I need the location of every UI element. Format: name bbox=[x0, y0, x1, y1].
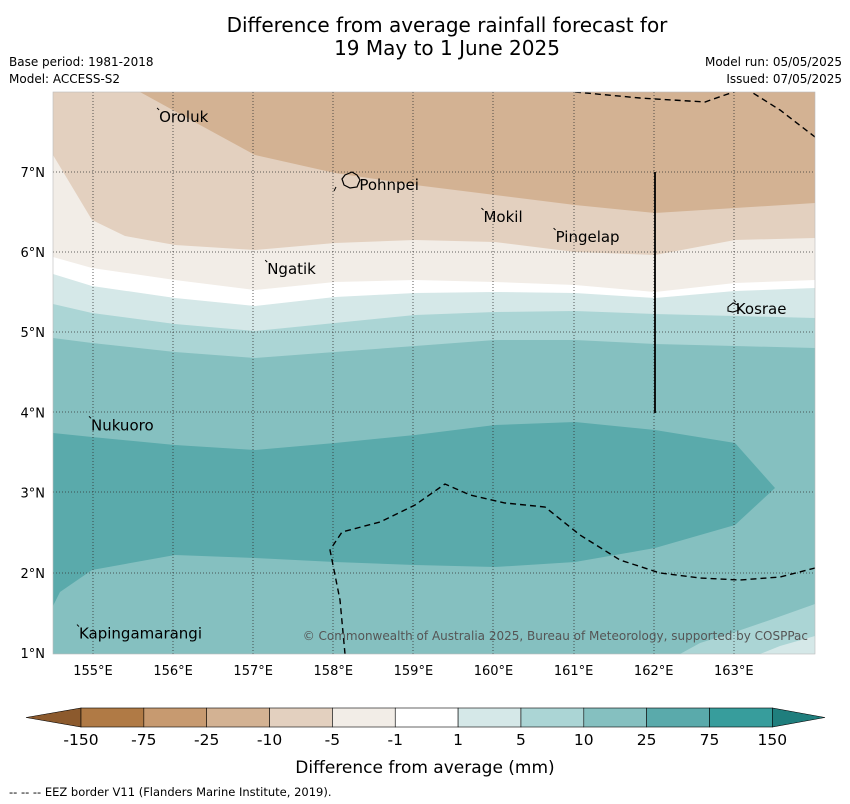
colorbar-tick-label: 1 bbox=[453, 731, 463, 749]
colorbar-segment bbox=[394, 707, 459, 728]
colorbar-tick-label: -150 bbox=[63, 731, 98, 749]
colorbar-segment bbox=[709, 707, 773, 728]
colorbar-tick-label: 10 bbox=[574, 731, 594, 749]
place-marker bbox=[553, 227, 556, 231]
lat-tick-label: 2°N bbox=[21, 567, 46, 582]
colorbar-segment bbox=[80, 707, 145, 728]
place-label: Pohnpei bbox=[359, 176, 419, 194]
pohnpei-islet bbox=[333, 186, 337, 192]
map-area: Oroluk Pohnpei Mokil Pingelap Ngatik Kosrae Nu… bbox=[53, 92, 815, 654]
colorbar: -150 -75 -25 -10 -5 -1 1 5 10 25 75 150 bbox=[25, 707, 826, 749]
colorbar-segment bbox=[520, 707, 585, 728]
colorbar-segment bbox=[143, 707, 208, 728]
base-period: Base period: 1981-2018 bbox=[9, 55, 154, 69]
title-line-2: 19 May to 1 June 2025 bbox=[334, 36, 560, 60]
place-marker bbox=[733, 299, 737, 303]
colorbar-segment bbox=[583, 707, 647, 728]
colorbar-tick-label: -5 bbox=[325, 731, 340, 749]
lat-tick-label: 6°N bbox=[21, 246, 46, 261]
place-label: Oroluk bbox=[159, 108, 208, 126]
colorbar-tick-label: -1 bbox=[388, 731, 403, 749]
model-run: Model run: 05/05/2025 bbox=[704, 55, 842, 69]
lat-tick-label: 1°N bbox=[21, 647, 46, 662]
lat-tick-label: 5°N bbox=[21, 326, 46, 341]
place-label: Kosrae bbox=[736, 300, 787, 318]
pohnpei-island bbox=[341, 171, 361, 189]
place-label: Ngatik bbox=[267, 260, 316, 278]
band-brown-mid bbox=[140, 92, 815, 213]
lon-tick-label: 162°E bbox=[634, 664, 674, 679]
colorbar-tick-label: 75 bbox=[700, 731, 720, 749]
place-labels: Oroluk Pohnpei Mokil Pingelap Ngatik Kosrae Nu… bbox=[76, 107, 787, 643]
place-marker bbox=[88, 415, 92, 419]
place-marker bbox=[156, 107, 160, 111]
place-label: Pingelap bbox=[556, 228, 620, 246]
colorbar-segment bbox=[332, 707, 396, 728]
colorbar-tick-label: 25 bbox=[637, 731, 657, 749]
colorbar-extend-right bbox=[772, 707, 826, 728]
kosrae-island bbox=[727, 302, 740, 313]
colorbar-tick-label: 150 bbox=[758, 731, 788, 749]
lat-ticks: 1°N 2°N 3°N 4°N 5°N 6°N 7°N bbox=[21, 166, 46, 662]
colorbar-label: Difference from average (mm) bbox=[295, 758, 554, 778]
colorbar-tick-label: -10 bbox=[257, 731, 282, 749]
meta-right: Model run: 05/05/2025 Issued: 07/05/2025 bbox=[705, 54, 842, 88]
band-teal-4 bbox=[53, 422, 775, 606]
colorbar-tick-label: -25 bbox=[194, 731, 219, 749]
colorbar-extend-left bbox=[25, 707, 82, 728]
lon-tick-label: 159°E bbox=[394, 664, 434, 679]
band-teal-bottom bbox=[680, 604, 815, 654]
place-label: Mokil bbox=[483, 208, 522, 226]
place-label: Kapingamarangi bbox=[79, 625, 202, 643]
lon-ticks: 155°E 156°E 157°E 158°E 159°E 160°E 161°E 162°E… bbox=[73, 664, 753, 679]
place-label: Nukuoro bbox=[91, 416, 154, 434]
lat-tick-label: 7°N bbox=[21, 166, 46, 181]
colorbar-segment bbox=[206, 707, 270, 728]
lon-tick-label: 160°E bbox=[474, 664, 514, 679]
meta-left: Base period: 1981-2018 Model: ACCESS-S2 bbox=[9, 54, 154, 88]
lon-tick-label: 155°E bbox=[73, 664, 113, 679]
colorbar-tick-label: -75 bbox=[131, 731, 156, 749]
map-frame bbox=[52, 91, 816, 655]
colorbar-segment bbox=[269, 707, 333, 728]
colorbar-segment bbox=[457, 707, 522, 728]
lon-tick-label: 161°E bbox=[554, 664, 594, 679]
lon-tick-label: 157°E bbox=[233, 664, 273, 679]
title-line-1: Difference from average rainfall forecas… bbox=[226, 13, 668, 37]
chart-title: Difference from average rainfall forecas… bbox=[0, 14, 850, 60]
copyright-notice: © Commonwealth of Australia 2025, Bureau… bbox=[303, 629, 808, 643]
place-marker bbox=[481, 207, 484, 211]
band-teal-bottom-2 bbox=[760, 636, 815, 654]
lon-tick-label: 156°E bbox=[153, 664, 193, 679]
footer-note: -- -- -- EEZ border V11 (Flanders Marine… bbox=[9, 785, 332, 799]
issued-date: Issued: 07/05/2025 bbox=[726, 72, 842, 86]
lon-tick-label: 158°E bbox=[314, 664, 354, 679]
lon-tick-label: 163°E bbox=[714, 664, 754, 679]
eez-borders bbox=[329, 92, 815, 654]
place-marker bbox=[356, 175, 360, 179]
place-marker bbox=[264, 259, 268, 263]
lat-tick-label: 4°N bbox=[21, 406, 46, 421]
colorbar-segment bbox=[646, 707, 710, 728]
graticule bbox=[53, 92, 815, 654]
place-marker bbox=[76, 624, 80, 627]
lat-tick-label: 3°N bbox=[21, 487, 46, 502]
colorbar-tick-label: 5 bbox=[516, 731, 526, 749]
model-name: Model: ACCESS-S2 bbox=[9, 72, 121, 86]
